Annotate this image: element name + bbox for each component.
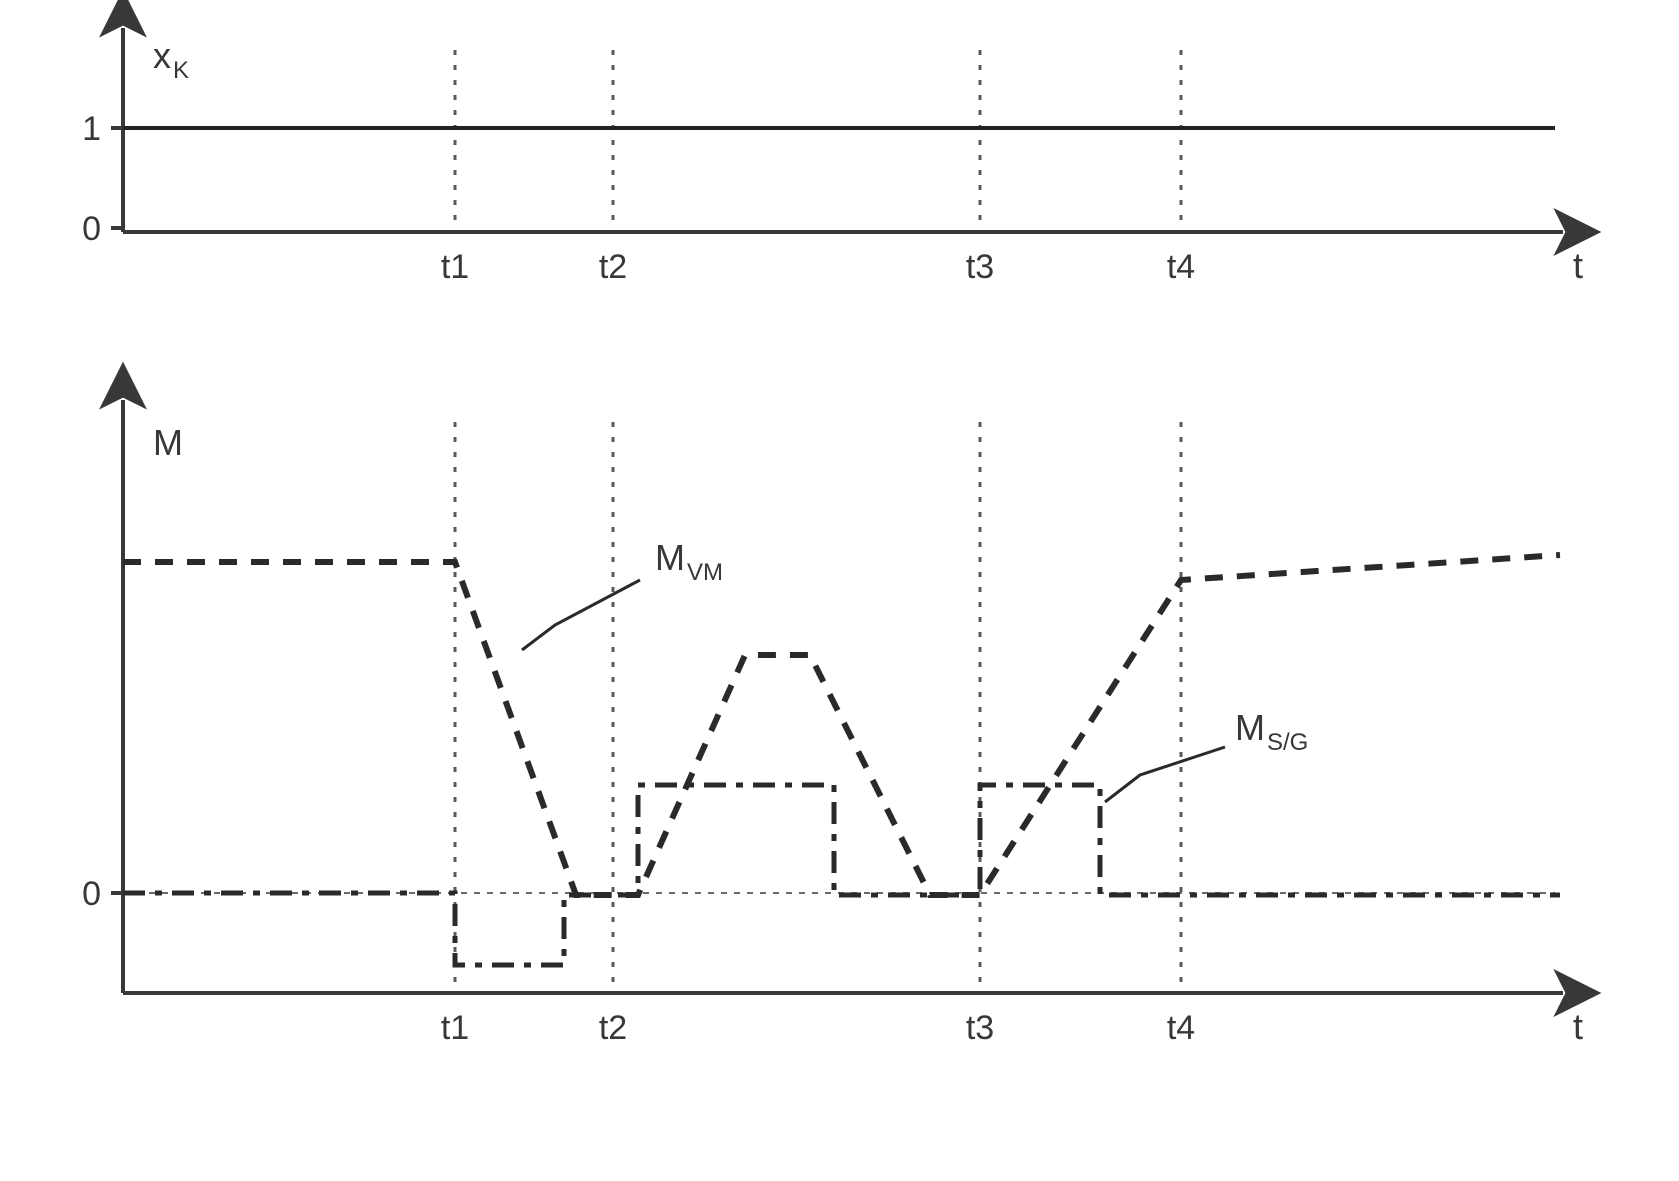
xtick-label-t4: t4 [1167,1009,1195,1047]
x-axis-label: t [1573,245,1583,286]
label-m-sg: MS/G [1235,707,1308,756]
series-m-sg [123,785,1560,965]
xtick-label-t3: t3 [966,1009,994,1047]
series-m-vm [123,555,1560,895]
ytick-label: 0 [82,875,101,913]
bottom-chart: 0 Mt t1 t2 t3 t4 MS/G MVM [82,400,1583,1047]
top-chart: 1 0 xK t t1 t2 t3 t4 [82,28,1583,286]
y-axis-label: M [153,422,183,463]
xtick-label-t3: t3 [966,248,994,286]
leader-m-vm [522,580,640,650]
xtick-label-t4: t4 [1167,248,1195,286]
x-axis-label: t [1573,1006,1583,1047]
ytick-label: 0 [82,210,101,248]
ytick-label: 1 [82,110,101,148]
xtick-label-t1: t1 [441,248,469,286]
y-axis-label: xK [153,35,189,84]
xtick-label-t2: t2 [599,248,627,286]
label-m-vm: MVM [655,537,723,586]
figure-canvas: 1 0 xK t t1 t2 t3 t4 0 Mt t1 t2 t3 t4 MS/G MVM [0,0,1679,1181]
xtick-label-t1: t1 [441,1009,469,1047]
leader-m-sg [1105,747,1225,802]
xtick-label-t2: t2 [599,1009,627,1047]
